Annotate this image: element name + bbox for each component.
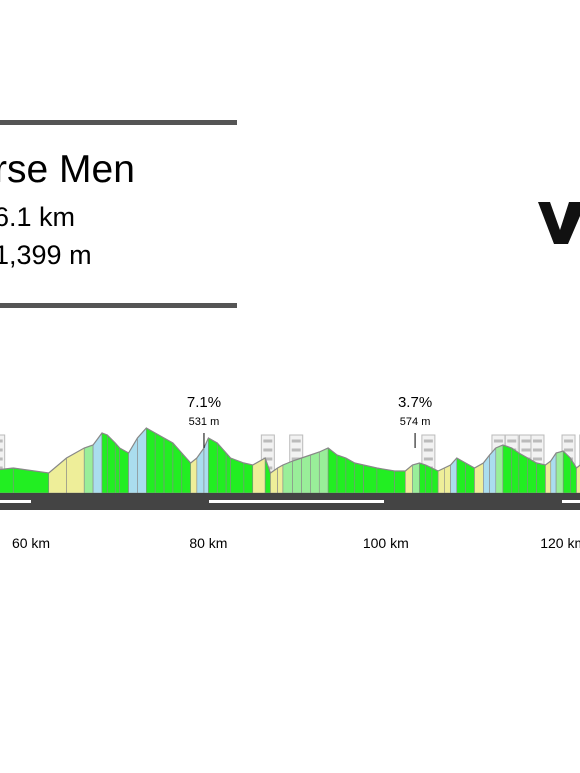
profile-segment xyxy=(106,434,116,494)
profile-segment xyxy=(310,451,320,494)
profile-segment xyxy=(483,454,490,494)
profile-segment xyxy=(336,454,347,494)
climb-grade: 7.1% xyxy=(187,394,221,411)
logo-icon xyxy=(538,202,580,244)
race-distance: 6.1 km xyxy=(0,202,76,232)
profile-segment xyxy=(545,460,552,494)
profile-segment xyxy=(363,464,378,494)
elevation-area xyxy=(0,427,580,494)
elevation-profile-chart: 7.1% 531 m 3.7% 574 m 60 km 80 km 100 km 120 k… xyxy=(0,394,580,551)
tick-label: 120 km xyxy=(540,535,580,551)
profile-segment xyxy=(327,447,338,494)
profile-segment xyxy=(0,467,14,494)
profile-segment xyxy=(83,444,94,494)
climb-markers: 7.1% 531 m 3.7% 574 m xyxy=(187,394,432,448)
profile-segment xyxy=(292,457,302,494)
profile-segment xyxy=(437,467,445,494)
profile-segment xyxy=(114,442,120,494)
profile-segment xyxy=(345,457,356,494)
profile-segment xyxy=(243,462,254,494)
profile-segment xyxy=(419,462,427,494)
profile-segment xyxy=(66,447,85,494)
profile-segment xyxy=(444,464,451,494)
profile-segment xyxy=(146,427,156,494)
profile-segment xyxy=(527,457,537,494)
profile-segment xyxy=(354,462,364,494)
profile-segment xyxy=(92,432,103,494)
profile-segment xyxy=(119,447,129,494)
profile-segment xyxy=(555,450,564,494)
climb-altitude: 574 m xyxy=(400,416,431,428)
profile-segment xyxy=(282,460,293,494)
climb-marker: 3.7% 574 m xyxy=(398,394,432,448)
profile-segment xyxy=(172,442,183,494)
race-title: rse Men xyxy=(0,148,135,191)
profile-segment xyxy=(196,447,205,494)
road-bar xyxy=(0,493,580,510)
profile-segment xyxy=(431,467,439,494)
profile-segment xyxy=(502,444,513,494)
race-elevation: 1,399 m xyxy=(0,240,92,270)
tick-label: 100 km xyxy=(363,535,409,551)
profile-segment xyxy=(576,464,580,494)
profile-segment xyxy=(456,457,466,494)
road-marker xyxy=(0,500,31,503)
profile-segment xyxy=(163,437,174,494)
profile-segment xyxy=(425,464,433,494)
profile-segment xyxy=(511,447,520,494)
profile-segment xyxy=(318,447,329,494)
distance-axis: 60 km 80 km 100 km 120 km xyxy=(12,535,580,551)
profile-segment xyxy=(277,464,284,494)
profile-segment xyxy=(495,444,504,494)
profile-segment xyxy=(208,437,218,494)
profile-segment xyxy=(216,442,227,494)
road-marker xyxy=(209,500,384,503)
profile-segment xyxy=(412,462,420,494)
profile-segment xyxy=(376,467,395,494)
profile-segment xyxy=(137,427,147,494)
profile-segment xyxy=(301,454,311,494)
climb-marker: 7.1% 531 m xyxy=(187,394,221,448)
profile-segment xyxy=(181,452,191,494)
header-rule-top xyxy=(0,120,237,125)
profile-segment xyxy=(394,470,406,494)
profile-segment xyxy=(518,452,529,494)
profile-segment xyxy=(48,457,67,494)
profile-segment xyxy=(252,457,266,494)
tick-label: 80 km xyxy=(189,535,227,551)
profile-segment xyxy=(230,457,245,494)
profile-segment xyxy=(536,462,546,494)
profile-segment xyxy=(405,464,413,494)
climb-altitude: 531 m xyxy=(189,416,220,428)
profile-segment xyxy=(190,457,198,494)
profile-segment xyxy=(225,452,231,494)
profile-segment xyxy=(154,432,165,494)
profile-outline xyxy=(0,427,580,474)
tick-label: 60 km xyxy=(12,535,50,551)
climb-grade: 3.7% xyxy=(398,394,432,411)
road-marker xyxy=(562,500,580,503)
cobbled-sector xyxy=(0,434,6,494)
profile-segment xyxy=(101,432,108,494)
header-rule-bottom xyxy=(0,303,237,308)
